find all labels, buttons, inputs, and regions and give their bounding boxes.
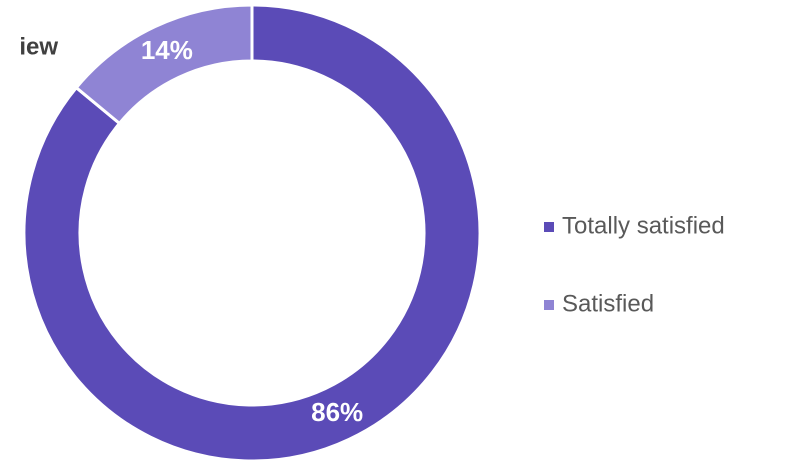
donut-slice xyxy=(74,3,254,126)
data-label: 14% xyxy=(141,35,193,65)
chart-title: iew xyxy=(19,33,58,60)
legend-swatch xyxy=(544,300,554,310)
legend-label: Totally satisfied xyxy=(562,212,725,239)
data-label: 86% xyxy=(311,397,363,427)
donut-slice xyxy=(22,3,482,461)
legend-label: Satisfied xyxy=(562,290,654,317)
legend-swatch xyxy=(544,222,554,232)
